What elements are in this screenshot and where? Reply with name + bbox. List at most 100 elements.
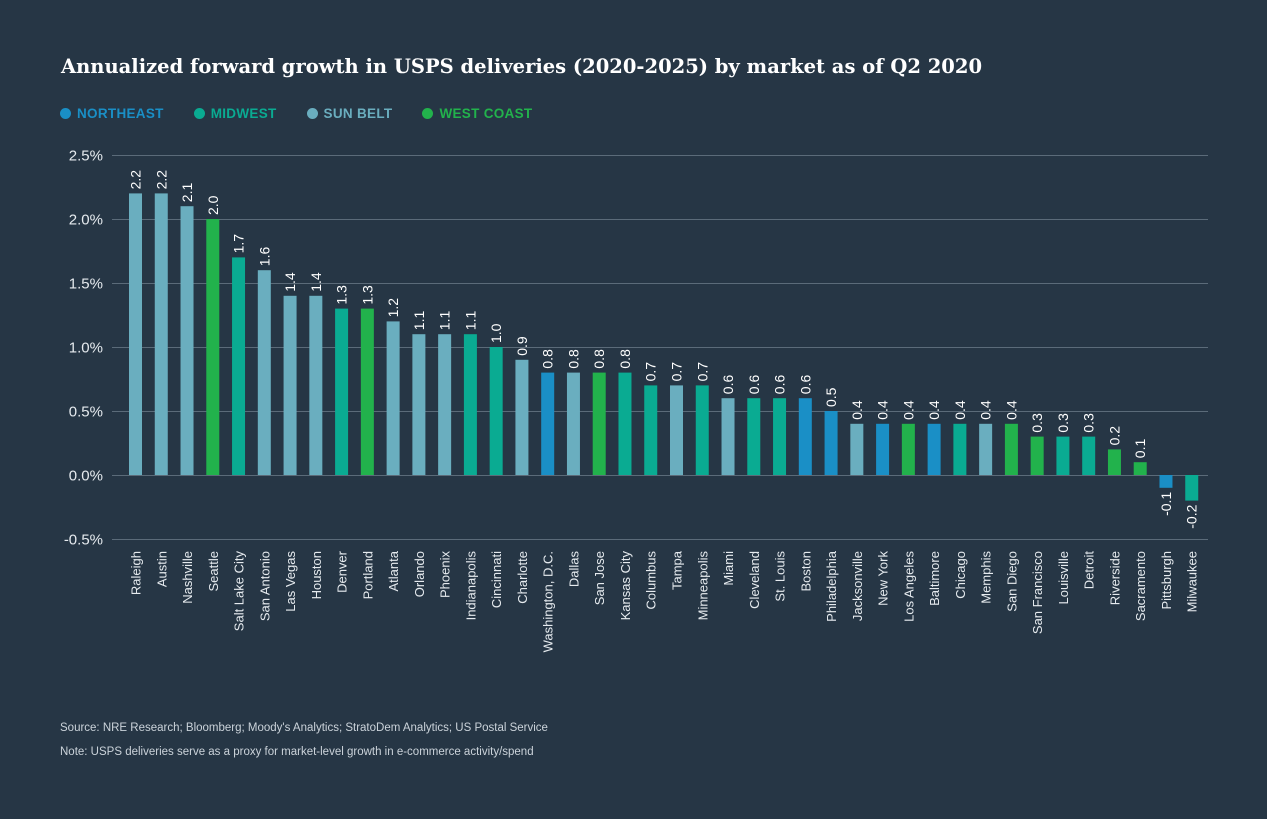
bar-san-antonio <box>257 270 271 475</box>
legend-label-midwest: MIDWEST <box>210 106 277 121</box>
category-label: San Diego <box>1004 551 1019 612</box>
value-label: 1.0 <box>488 323 504 343</box>
bar-san-diego <box>1004 423 1018 475</box>
category-label: Miami <box>721 551 736 586</box>
y-tick-label: -0.5% <box>64 532 103 549</box>
bar-boston <box>798 398 812 475</box>
category-label: Riverside <box>1107 551 1122 605</box>
category-label: St. Louis <box>773 551 788 602</box>
bar-indianapolis <box>463 334 477 475</box>
y-tick-label: 0.0% <box>69 468 103 485</box>
value-label: 0.3 <box>1055 413 1071 433</box>
value-label: 0.9 <box>514 336 530 356</box>
category-label: Milwaukee <box>1185 551 1200 612</box>
category-label: Houston <box>309 551 324 599</box>
value-label: 1.3 <box>359 285 375 305</box>
value-label: 0.8 <box>540 349 556 369</box>
category-label: Dallas <box>566 551 581 588</box>
category-label: Detroit <box>1082 551 1097 590</box>
bar-cleveland <box>747 398 761 475</box>
category-label: Columbus <box>644 551 659 610</box>
bar-milwaukee <box>1185 475 1199 501</box>
value-label: 0.6 <box>797 375 813 395</box>
bar-baltimore <box>927 423 941 475</box>
category-label: Portland <box>360 551 375 599</box>
bar-denver <box>335 308 349 475</box>
bars <box>129 193 1199 501</box>
category-label: Atlanta <box>386 550 401 591</box>
bar-washington-d-c- <box>541 372 555 475</box>
category-label: Kansas City <box>618 551 633 621</box>
legend-swatch-northeast <box>60 108 71 119</box>
category-label: Indianapolis <box>463 551 478 621</box>
value-label: 2.0 <box>205 195 221 215</box>
chart-legend: NORTHEAST MIDWEST SUN BELT WEST COAST <box>60 106 532 121</box>
category-label: Minneapolis <box>695 551 710 621</box>
bar-san-francisco <box>1030 436 1044 475</box>
bar-austin <box>154 193 168 475</box>
category-label: New York <box>876 551 891 606</box>
value-label: 0.4 <box>849 400 865 420</box>
bar-san-jose <box>592 372 606 475</box>
value-label: 0.4 <box>978 400 994 420</box>
value-label: 0.7 <box>694 362 710 382</box>
legend-label-sunbelt: SUN BELT <box>323 106 393 121</box>
category-label: San Antonio <box>257 551 272 621</box>
category-label: Chicago <box>953 551 968 599</box>
value-label: 0.7 <box>643 362 659 382</box>
value-label: -0.1 <box>1158 492 1174 516</box>
category-label: Nashville <box>180 551 195 604</box>
legend-item-westcoast: WEST COAST <box>422 106 532 121</box>
value-label: 1.1 <box>462 311 478 331</box>
bar-jacksonville <box>850 423 864 475</box>
value-label: 0.1 <box>1132 439 1148 459</box>
value-label: 0.6 <box>746 375 762 395</box>
value-label: 1.1 <box>437 311 453 331</box>
legend-item-northeast: NORTHEAST <box>60 106 164 121</box>
bar-new-york <box>876 423 890 475</box>
chart-title: Annualized forward growth in USPS delive… <box>61 55 983 78</box>
bar-sacramento <box>1133 462 1147 475</box>
category-label: Charlotte <box>515 551 530 604</box>
category-label: Louisville <box>1056 551 1071 604</box>
bar-st-louis <box>773 398 787 475</box>
value-label: 2.2 <box>153 170 169 190</box>
category-label: Las Vegas <box>283 551 298 612</box>
bar-las-vegas <box>283 295 297 475</box>
footnote: Note: USPS deliveries serve as a proxy f… <box>60 746 534 758</box>
category-label: Los Angeles <box>901 551 916 622</box>
bar-detroit <box>1082 436 1096 475</box>
category-label: Washington, D.C. <box>541 551 556 652</box>
bar-phoenix <box>438 334 452 475</box>
value-label: 1.4 <box>282 272 298 292</box>
bar-louisville <box>1056 436 1070 475</box>
legend-swatch-westcoast <box>422 108 434 119</box>
category-label: Sacramento <box>1133 551 1148 621</box>
bar-houston <box>309 295 323 475</box>
bar-raleigh <box>129 193 142 475</box>
value-label: 0.6 <box>720 375 736 395</box>
bar-atlanta <box>386 321 400 475</box>
category-label: Denver <box>335 550 350 593</box>
value-label: 0.8 <box>617 349 633 369</box>
bar-cincinnati <box>489 347 503 475</box>
value-label: 1.1 <box>411 311 427 331</box>
bar-kansas-city <box>618 372 632 475</box>
value-label: 0.4 <box>926 400 942 420</box>
bar-chicago <box>953 423 967 475</box>
category-label: Philadelphia <box>824 550 839 622</box>
category-label: Seattle <box>206 551 221 591</box>
category-label: Orlando <box>412 551 427 597</box>
legend-swatch-midwest <box>193 108 205 119</box>
legend-swatch-sunbelt <box>306 108 318 119</box>
value-label: 1.4 <box>308 272 324 292</box>
bar-tampa <box>670 385 683 475</box>
value-label: 2.1 <box>179 183 195 203</box>
value-label: 1.6 <box>256 247 272 267</box>
value-label: -0.2 <box>1184 504 1200 528</box>
bar-miami <box>721 398 735 475</box>
bar-orlando <box>412 334 426 475</box>
bar-dallas <box>566 372 580 475</box>
value-label: 1.3 <box>334 285 350 305</box>
value-label: 0.6 <box>772 375 788 395</box>
